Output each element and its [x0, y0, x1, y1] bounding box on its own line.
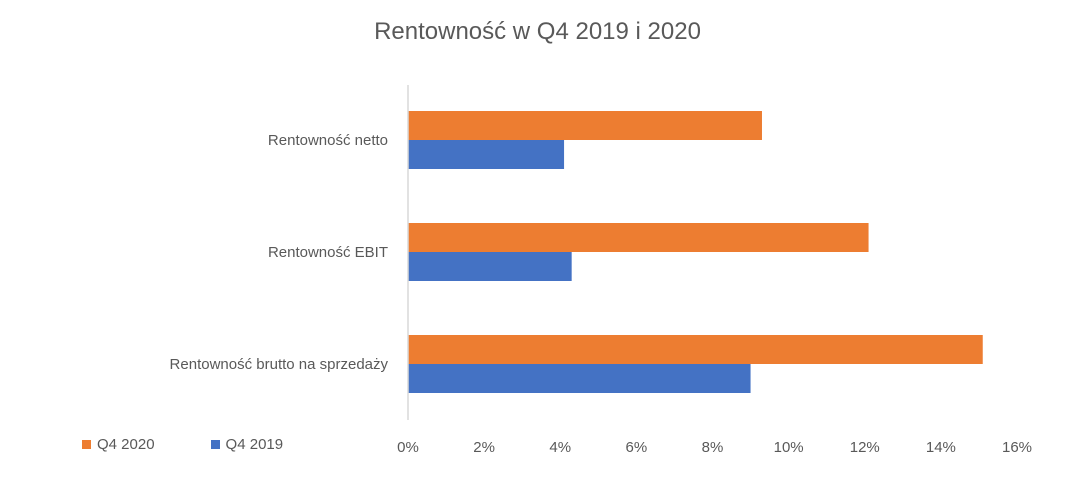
legend-item-q4-2019: Q4 2019	[210, 436, 284, 453]
x-tick-label-2: 4%	[549, 439, 571, 456]
legend-swatch-q4-2020	[82, 440, 91, 449]
x-tick-label-3: 6%	[626, 439, 648, 456]
bar-q4-2019-0	[408, 140, 565, 169]
bar-q4-2019-2	[408, 364, 751, 393]
bar-q4-2020-2	[408, 335, 983, 364]
bar-q4-2019-1	[408, 252, 572, 281]
legend-item-q4-2020: Q4 2020	[82, 436, 155, 453]
category-label-2: Rentowność brutto na sprzedaży	[170, 356, 389, 373]
legend: Q4 2020 Q4 2019	[82, 436, 283, 453]
category-label-1: Rentowność EBIT	[268, 244, 388, 261]
x-tick-label-6: 12%	[850, 439, 880, 456]
chart-title: Rentowność w Q4 2019 i 2020	[374, 18, 701, 45]
x-tick-label-8: 16%	[1002, 439, 1032, 456]
x-tick-label-5: 10%	[774, 439, 804, 456]
bar-q4-2020-0	[408, 111, 762, 140]
x-tick-label-1: 2%	[473, 439, 495, 456]
x-tick-label-7: 14%	[926, 439, 956, 456]
bar-q4-2020-1	[408, 223, 869, 252]
legend-swatch-q4-2019	[210, 440, 220, 449]
x-tick-label-0: 0%	[397, 439, 419, 456]
legend-label-q4-2019: Q4 2019	[225, 436, 284, 453]
category-label-0: Rentowność netto	[268, 132, 388, 149]
x-tick-label-4: 8%	[702, 439, 724, 456]
legend-label-q4-2020: Q4 2020	[97, 436, 155, 453]
